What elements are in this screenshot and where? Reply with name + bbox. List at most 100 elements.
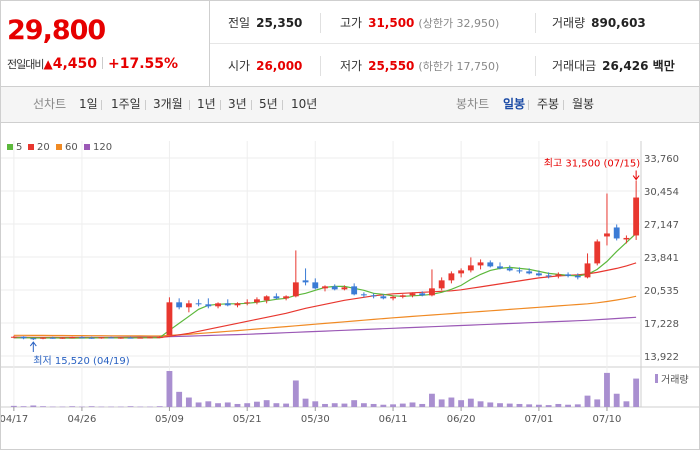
tab-weekly[interactable]: 주봉 — [537, 97, 560, 111]
tab-1y[interactable]: 1년 — [197, 97, 216, 111]
candle-body — [156, 337, 163, 339]
tab-monthly[interactable]: 월봉 — [572, 97, 595, 111]
stat-volume: 거래량 890,603 — [552, 16, 646, 30]
candle-body — [623, 237, 630, 240]
volume-bar — [156, 406, 163, 407]
volume-bar — [195, 402, 202, 407]
volume-bar — [390, 404, 396, 407]
stat-open: 시가 26,000 — [228, 59, 303, 73]
candle-body — [302, 280, 309, 283]
candle-body — [448, 273, 455, 281]
x-tick-label: 05/09 — [155, 414, 184, 425]
candle-body — [234, 303, 241, 306]
volume-bar — [117, 406, 124, 408]
stats-row: 전일 25,350 고가 31,500 (상한가 32,950) 거래량 890,603 — [210, 1, 699, 44]
stat-prev-close: 전일 25,350 — [228, 16, 303, 30]
candle-body — [49, 337, 56, 339]
candle-body — [79, 337, 85, 339]
candle-body — [108, 337, 115, 339]
chart-tabs: 선차트 1일 1주일 3개월 1년 3년 5년 10년 봉차트 일봉 주봉 월봉 — [1, 87, 699, 123]
candle-body — [254, 299, 260, 303]
tab-daily[interactable]: 일봉 — [503, 97, 526, 111]
volume-bar — [215, 403, 221, 407]
candle-body — [555, 274, 562, 277]
candle-body — [565, 274, 571, 276]
tab-10y[interactable]: 10년 — [291, 97, 318, 111]
current-price: 29,800 — [7, 15, 106, 46]
candle-body — [535, 273, 542, 276]
candle-body — [195, 303, 202, 305]
volume-bar — [351, 400, 358, 407]
candle-body — [59, 337, 66, 339]
volume-bar — [283, 403, 290, 407]
low-annotation: 최저 15,520 (04/19) — [33, 355, 129, 367]
volume-bar — [254, 401, 260, 407]
volume-bar — [108, 406, 115, 408]
volume-bar — [302, 398, 309, 407]
volume-bar — [10, 405, 17, 407]
candle-body — [127, 337, 134, 339]
candle-body — [292, 282, 299, 297]
candle-body — [10, 336, 17, 338]
x-tick-label: 04/26 — [68, 414, 97, 425]
y-tick-label: 13,922 — [644, 352, 679, 363]
candle-body — [166, 302, 173, 336]
divider — [320, 56, 321, 76]
legend-label: 60 — [65, 142, 78, 153]
volume-bar — [438, 399, 445, 407]
volume-bar — [623, 401, 630, 407]
volume-bar — [448, 397, 455, 407]
volume-bar — [273, 403, 280, 407]
tab-1d[interactable]: 1일 — [79, 97, 98, 111]
candle-body — [360, 294, 367, 296]
quote-header: 29,800 전일대비▲4,450 +17.55% 전일 25,350 고가 31,5… — [1, 1, 699, 87]
volume-bar — [30, 405, 37, 407]
volume-bar — [506, 403, 513, 407]
change-percent: +17.55% — [108, 56, 179, 72]
volume-bar — [516, 403, 523, 407]
tab-5y[interactable]: 5년 — [259, 97, 278, 111]
candle-body — [526, 271, 533, 274]
ma120-line — [13, 316, 637, 339]
divider — [535, 13, 536, 33]
candle-body — [30, 338, 37, 340]
volume-bar — [166, 371, 173, 407]
candle-body — [322, 286, 328, 289]
tab-1w[interactable]: 1주일 — [111, 97, 141, 111]
x-tick-label: 05/30 — [301, 414, 330, 425]
candle-body — [370, 295, 377, 297]
candle-body — [137, 337, 144, 339]
candle-body — [224, 303, 231, 306]
volume-bar — [20, 406, 27, 407]
volume-bar — [584, 395, 591, 407]
tab-3y[interactable]: 3년 — [228, 97, 247, 111]
candle-body — [458, 270, 465, 274]
legend-swatch — [56, 144, 62, 150]
candle-body — [147, 337, 153, 339]
candle-body — [390, 296, 396, 299]
candle-body — [40, 337, 46, 339]
candle-body — [341, 287, 348, 290]
volume-bar — [127, 406, 134, 407]
ma60-line — [13, 295, 637, 337]
candle-body — [594, 241, 601, 264]
volume-bar — [244, 403, 251, 407]
volume-bar — [458, 400, 465, 407]
candle-body — [380, 296, 387, 299]
candle-body — [477, 262, 484, 266]
change-label: 전일대비 — [7, 58, 44, 71]
candle-body — [545, 275, 552, 277]
high-annotation: 최고 31,500 (07/15) — [544, 158, 640, 170]
volume-bar — [98, 406, 105, 408]
quote-stats: 전일 25,350 고가 31,500 (상한가 32,950) 거래량 890,603… — [210, 1, 699, 86]
candle-body — [613, 227, 620, 239]
candle-body — [506, 268, 513, 271]
y-tick-label: 20,535 — [644, 286, 679, 297]
candle-body — [185, 303, 192, 308]
candle-body — [205, 304, 212, 307]
x-tick-label: 05/21 — [233, 414, 262, 425]
volume-bar — [613, 393, 620, 407]
candle-body — [273, 296, 280, 299]
tab-3m[interactable]: 3개월 — [153, 97, 183, 111]
